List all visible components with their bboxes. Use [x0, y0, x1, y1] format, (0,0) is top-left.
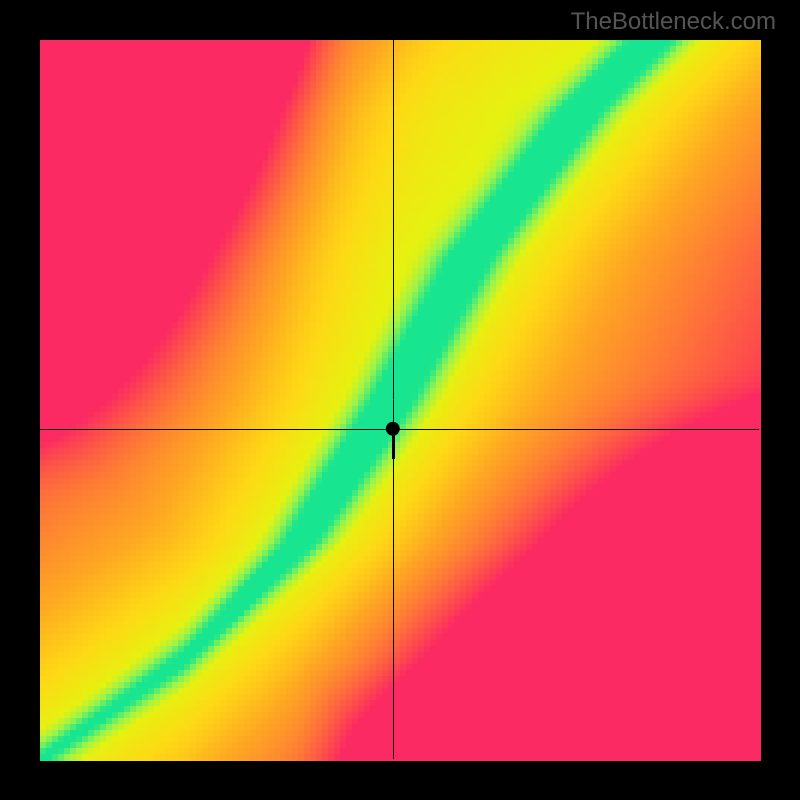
bottleneck-heatmap: [0, 0, 800, 800]
watermark-text: TheBottleneck.com: [571, 8, 776, 36]
chart-container: TheBottleneck.com: [0, 0, 800, 800]
